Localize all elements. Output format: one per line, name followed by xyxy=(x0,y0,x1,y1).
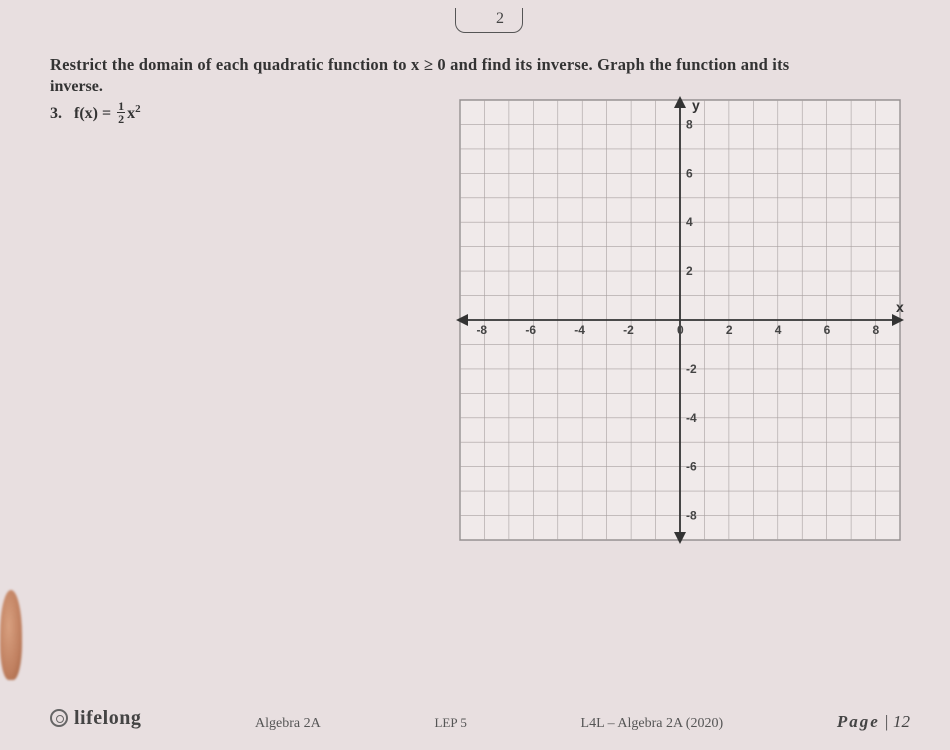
fraction-one-half: 1 2 xyxy=(117,100,125,125)
svg-text:-4: -4 xyxy=(686,411,697,425)
page-sep: | xyxy=(884,712,889,731)
page-number: Page | 12 xyxy=(837,712,910,732)
svg-text:4: 4 xyxy=(775,323,782,337)
svg-text:-6: -6 xyxy=(525,323,536,337)
lep-label: LEP 5 xyxy=(434,715,466,731)
page-num: 12 xyxy=(893,712,910,731)
svg-text:8: 8 xyxy=(686,117,693,131)
coordinate-grid: y x -8 -6 -4 -2 0 2 4 6 8 2 4 6 8 -2 -4 -6 -8 xyxy=(450,90,910,550)
brand-logo: lifelong xyxy=(50,707,141,730)
problem-3: 3. f(x) = 1 2 x2 xyxy=(50,102,141,127)
exponent-2: 2 xyxy=(135,103,141,115)
svg-text:-2: -2 xyxy=(686,362,697,376)
thumb-edge xyxy=(0,590,22,680)
page-word: Page xyxy=(837,712,880,731)
svg-text:-8: -8 xyxy=(476,323,487,337)
x-axis-label: x xyxy=(896,299,904,315)
variable-x: x xyxy=(127,105,135,122)
course-name: Algebra 2A xyxy=(255,716,321,732)
svg-text:8: 8 xyxy=(873,323,880,337)
svg-text:0: 0 xyxy=(677,323,684,337)
y-axis-label: y xyxy=(692,97,700,113)
top-tab-number: 2 xyxy=(455,8,523,33)
fraction-denominator: 2 xyxy=(117,113,125,125)
svg-text:-6: -6 xyxy=(686,460,697,474)
svg-text:4: 4 xyxy=(686,215,693,229)
svg-text:2: 2 xyxy=(686,264,693,278)
svg-text:6: 6 xyxy=(686,166,693,180)
svg-text:2: 2 xyxy=(726,323,733,337)
svg-text:-2: -2 xyxy=(623,323,634,337)
svg-text:-8: -8 xyxy=(686,509,697,523)
function-lhs: f(x) = xyxy=(74,105,111,122)
svg-text:6: 6 xyxy=(824,323,831,337)
l4l-label: L4L – Algebra 2A (2020) xyxy=(581,716,724,732)
page-footer: lifelong Algebra 2A LEP 5 L4L – Algebra … xyxy=(50,707,910,733)
brand-ring-icon xyxy=(50,709,68,727)
instruction-text: Restrict the domain of each quadratic fu… xyxy=(50,52,920,78)
instruction-text-line2: inverse. xyxy=(50,78,103,96)
svg-text:-4: -4 xyxy=(574,323,585,337)
problem-number: 3. xyxy=(50,105,62,122)
brand-name: lifelong xyxy=(74,707,141,730)
